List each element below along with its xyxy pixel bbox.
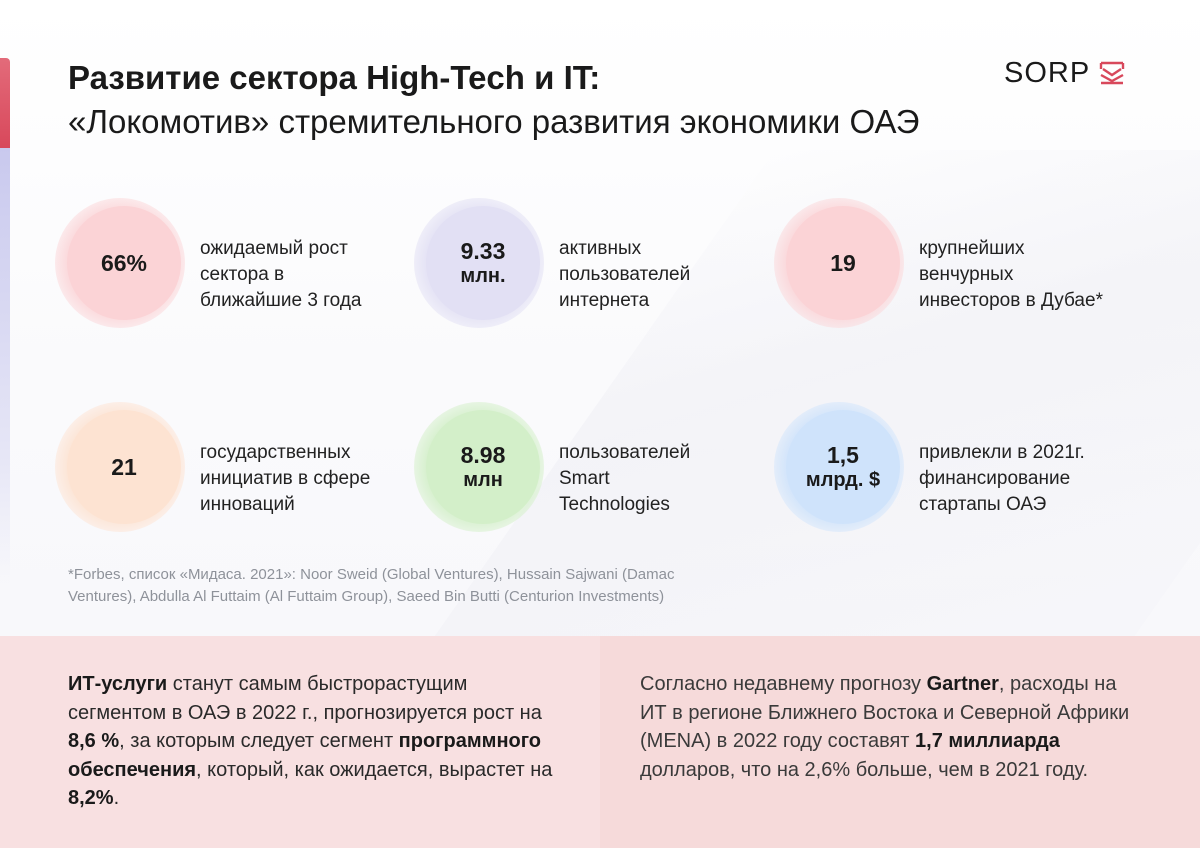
stat-label-line: стартапы ОАЭ <box>919 494 1047 515</box>
stat-label-line: активных <box>559 238 642 259</box>
logo-text: SORP <box>1004 56 1091 89</box>
stat-label: государственных инициатив в сфере иннова… <box>200 440 400 518</box>
left-edge-red-accent <box>0 58 10 148</box>
stat-label-line: инвесторов в Дубае* <box>919 290 1103 311</box>
stat-label-line: крупнейших <box>919 238 1025 259</box>
sorp-mark-icon <box>1099 61 1125 85</box>
stat-label-line: инноваций <box>200 494 295 515</box>
stat-value-disc: 66% <box>67 206 181 320</box>
stat-value: 19 <box>830 250 856 276</box>
stat-value-disc: 19 <box>786 206 900 320</box>
page-title: Развитие сектора High-Tech и IT: «Локомо… <box>68 56 968 144</box>
stat-label-line: пользователей <box>559 264 691 285</box>
emphasis-text: ИТ-услуги <box>68 673 168 695</box>
stat-label: активных пользователей интернета <box>559 236 759 314</box>
stat-label-line: инициатив в сфере <box>200 468 371 489</box>
stat-label-line: венчурных <box>919 264 1014 285</box>
stat-card-growth: 66% ожидаемый рост сектора в ближайшие 3… <box>55 198 395 328</box>
body-text: долларов, что на 2,6% больше, чем в 2021… <box>640 758 1089 781</box>
stat-label-line: финансирование <box>919 468 1071 489</box>
stat-label: пользователей Smart Technologies <box>559 440 759 518</box>
footnote-line: Ventures), Abdulla Al Futtaim (Al Futtai… <box>68 588 665 605</box>
stat-label-line: Smart <box>559 468 610 489</box>
stat-value-disc: 21 <box>67 410 181 524</box>
stat-label-line: государственных <box>200 442 351 463</box>
sorp-logo: SORP <box>1004 56 1136 90</box>
stat-value-disc: 1,5 млрд. $ <box>786 410 900 524</box>
stat-value: 9.33 <box>460 238 506 264</box>
body-text: Согласно недавнему прогнозу <box>640 673 927 695</box>
it-services-text: ИТ-услуги станут самым быстрорастущим се… <box>68 670 568 813</box>
it-services-panel: ИТ-услуги станут самым быстрорастущим се… <box>0 636 600 848</box>
body-text: , расходы на ИТ в регионе Ближнего Восто… <box>640 673 1130 752</box>
footnote: *Forbes, список «Мидаса. 2021»: Noor Swe… <box>68 564 788 608</box>
stat-card-government-initiatives: 21 государственных инициатив в сфере инн… <box>55 402 395 532</box>
body-text: , который, как ожидается, вырастет на <box>196 758 553 781</box>
body-text: . <box>113 787 120 809</box>
body-text: станут самым быстрорастущим сегментом в … <box>68 673 542 724</box>
stat-label-line: ближайшие 3 года <box>200 290 362 311</box>
body-text: , за которым следует сегмент <box>119 730 399 752</box>
stat-label-line: пользователей <box>559 442 691 463</box>
stat-value: 8.98 <box>460 442 506 468</box>
stat-card-internet-users: 9.33 млн. активных пользователей интерне… <box>414 198 754 328</box>
stat-label-line: ожидаемый рост <box>200 238 348 259</box>
stat-value: 21 <box>111 454 137 480</box>
title-bold-line: Развитие сектора High-Tech и IT: <box>68 59 601 96</box>
stat-card-smart-tech-users: 8.98 млн пользователей Smart Technologie… <box>414 402 754 532</box>
footnote-line: *Forbes, список «Мидаса. 2021»: Noor Swe… <box>68 566 675 583</box>
stat-card-investors: 19 крупнейших венчурных инвесторов в Дуб… <box>774 198 1114 328</box>
stat-unit: млн. <box>460 265 506 287</box>
left-edge-lavender-accent <box>0 148 10 588</box>
stat-label: крупнейших венчурных инвесторов в Дубае* <box>919 236 1119 314</box>
gartner-forecast-text: Согласно недавнему прогнозу Gartner, рас… <box>640 670 1140 784</box>
stat-label: ожидаемый рост сектора в ближайшие 3 год… <box>200 236 400 314</box>
title-subtitle-line: «Локомотив» стремительного развития экон… <box>68 103 920 140</box>
stat-label-line: Technologies <box>559 494 670 515</box>
emphasis-text: 1,7 миллиарда <box>915 730 1060 752</box>
stat-label-line: привлекли в 2021г. <box>919 442 1085 463</box>
emphasis-text: программного обеспечения <box>68 730 542 781</box>
stat-value-disc: 8.98 млн <box>426 410 540 524</box>
stat-card-startup-funding: 1,5 млрд. $ привлекли в 2021г. финансиро… <box>774 402 1114 532</box>
stat-value: 66% <box>100 250 148 276</box>
stat-unit: млн <box>463 469 503 491</box>
stat-value: 1,5 <box>827 442 859 468</box>
stat-label-line: интернета <box>559 290 650 311</box>
stat-label: привлекли в 2021г. финансирование старта… <box>919 440 1119 518</box>
emphasis-text: 8,2% <box>68 787 114 809</box>
stat-label-line: сектора в <box>200 264 285 285</box>
stat-unit: млрд. $ <box>805 469 881 491</box>
emphasis-text: Gartner <box>926 673 999 695</box>
gartner-forecast-panel: Согласно недавнему прогнозу Gartner, рас… <box>600 636 1200 848</box>
emphasis-text: 8,6 % <box>68 730 120 752</box>
stat-value-disc: 9.33 млн. <box>426 206 540 320</box>
